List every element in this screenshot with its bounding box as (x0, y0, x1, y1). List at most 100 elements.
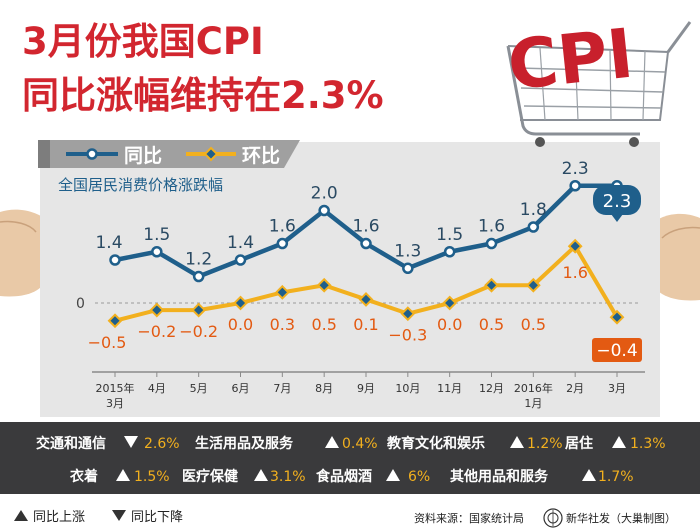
yoy-point (569, 180, 581, 192)
yoy-data-label: 2.0 (311, 184, 338, 204)
data-labels: 1.4 1.5 1.2 1.4 1.6 2.0 1.6 1.3 1.5 1.6 1.8 2.3 2.3 −… (88, 159, 642, 362)
mom-data-label: 0.3 (270, 315, 295, 334)
category-name: 生活用品及服务 (195, 435, 294, 452)
mom-data-label: 0.5 (521, 315, 546, 334)
page-title-line2: 同比涨幅维持在2.3% (22, 74, 384, 117)
yoy-data-label: 1.8 (520, 200, 547, 220)
mom-data-label: −0.2 (137, 322, 176, 341)
yoy-data-label: 2.3 (603, 191, 632, 212)
category-value: 1.3% (630, 436, 666, 452)
xinhua-logo-icon (543, 508, 563, 528)
yoy-point (192, 270, 205, 283)
yoy-data-label: 1.4 (227, 233, 254, 253)
category-value: 1.7% (598, 469, 634, 485)
mom-point (191, 302, 207, 318)
up-triangle-icon (386, 469, 400, 481)
legend-mom-marker (203, 146, 219, 162)
x-axis-ticks: 2015年 3月 4月 5月 6月 7月 8月 9月 10月 11月 12月 2016年 1月 2月 3月 (96, 372, 626, 410)
yoy-point (109, 254, 121, 266)
mom-point (107, 313, 123, 329)
footer-up-legend: 同比上涨 (33, 510, 85, 525)
zero-tick-label: 0 (76, 296, 85, 312)
category-name: 食品烟酒 (316, 468, 372, 485)
mom-point (400, 306, 416, 322)
mom-point (274, 284, 290, 300)
yoy-point (402, 262, 414, 274)
series-points (107, 180, 625, 329)
x-tick-label: 5月 (190, 382, 208, 395)
x-tick-label: 2016年 (514, 381, 553, 395)
yoy-last-callout (593, 185, 641, 215)
x-tick-label: 12月 (479, 382, 504, 395)
mom-data-label: 1.6 (562, 263, 587, 282)
yoy-point (443, 246, 456, 258)
mom-data-label: −0.2 (179, 322, 218, 341)
up-triangle-icon (582, 469, 596, 481)
x-tick-label: 6月 (232, 382, 250, 395)
yoy-data-label: 2.3 (562, 159, 589, 179)
x-tick-label: 2月 (566, 382, 584, 395)
up-triangle-icon (510, 436, 524, 448)
mom-point (525, 277, 541, 293)
yoy-data-label: 1.5 (436, 225, 463, 245)
category-value: 2.6% (144, 436, 180, 452)
category-value: 0.4% (342, 436, 378, 452)
yoy-data-label: 1.5 (143, 225, 170, 245)
mom-data-label: −0.5 (88, 333, 127, 352)
x-tick-label: 3月 (106, 397, 124, 410)
yoy-data-label: 1.2 (185, 250, 212, 270)
up-triangle-icon (116, 469, 130, 481)
yoy-point (527, 221, 540, 233)
legend-mom-label: 环比 (242, 145, 280, 167)
category-panel (0, 422, 700, 494)
mom-data-label: 0.1 (353, 315, 378, 334)
footer-down-legend: 同比下降 (131, 510, 183, 525)
mom-data-label: 0.0 (437, 315, 462, 334)
hands-illustration (0, 209, 700, 301)
x-tick-label: 8月 (315, 382, 333, 395)
category-row-1: 交通和通信 2.6% 生活用品及服务 0.4% 教育文化和娱乐 1.2% 居住 1.3% (36, 435, 666, 452)
mom-data-label: −0.4 (596, 341, 637, 361)
mom-point (233, 295, 248, 311)
x-tick-label: 10月 (395, 382, 420, 395)
legend-yoy-marker (86, 148, 98, 160)
yoy-point (485, 237, 498, 250)
mom-point (442, 295, 458, 311)
chart-subtitle: 全国居民消费价格涨跌幅 (58, 176, 223, 194)
page-title-line1: 3月份我国CPI (22, 20, 264, 63)
x-tick-label: 3月 (608, 382, 626, 395)
yoy-point (234, 254, 247, 266)
mom-point (316, 277, 332, 293)
yoy-data-label: 1.4 (95, 233, 122, 253)
x-tick-label: 7月 (273, 382, 291, 395)
up-triangle-icon (325, 436, 339, 448)
mom-data-label: 0.0 (228, 315, 253, 334)
yoy-data-label: 1.3 (394, 241, 421, 261)
yoy-data-label: 1.6 (478, 217, 505, 237)
x-tick-label: 9月 (357, 382, 375, 395)
cpi-logo-text: CPI (504, 15, 637, 107)
category-name: 居住 (565, 435, 593, 452)
chart-panel (40, 142, 660, 417)
category-value: 6% (408, 469, 430, 485)
category-name: 其他用品和服务 (450, 468, 549, 485)
mom-last-callout (592, 338, 642, 362)
yoy-point (318, 204, 330, 217)
mom-point (484, 277, 499, 293)
category-name: 医疗保健 (182, 468, 238, 485)
up-triangle-icon (254, 469, 268, 481)
up-triangle-icon (612, 436, 626, 448)
category-value: 3.1% (270, 469, 306, 485)
mom-point (149, 302, 165, 318)
yoy-point (151, 246, 163, 258)
x-tick-label: 11月 (437, 382, 462, 395)
up-triangle-icon (14, 510, 28, 521)
x-tick-label: 2015年 (96, 381, 135, 395)
mom-point (358, 292, 374, 307)
legend-yoy-label: 同比 (124, 145, 162, 167)
category-value: 1.2% (527, 436, 563, 452)
category-name: 教育文化和娱乐 (387, 435, 485, 452)
footer-source: 资料来源：国家统计局 (414, 511, 524, 525)
mom-data-label: 0.5 (479, 315, 504, 334)
footer: 同比上涨 同比下降 资料来源：国家统计局 新华社发（大巢制图） (14, 508, 676, 528)
